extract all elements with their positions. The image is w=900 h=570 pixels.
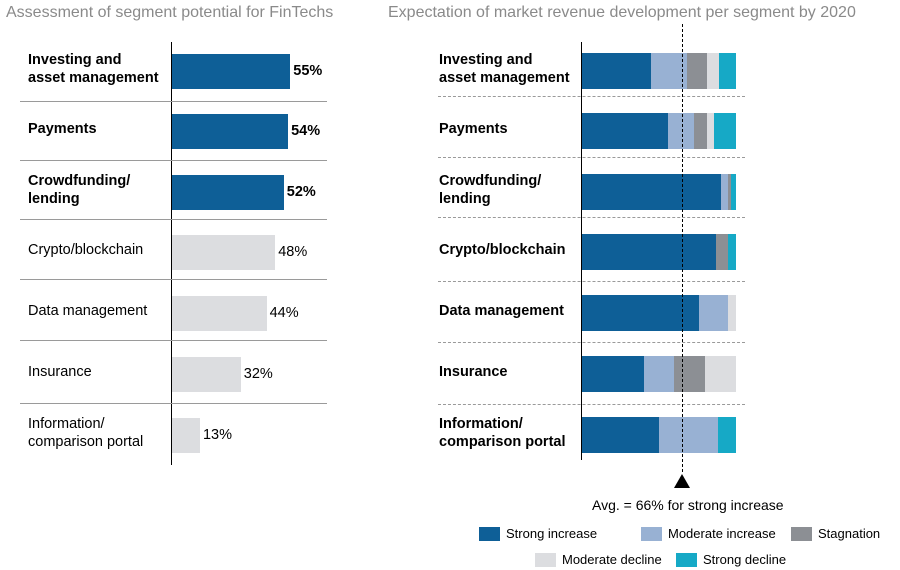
revenue-segment-bar	[706, 53, 720, 89]
revenue-segment-bar	[582, 295, 700, 331]
revenue-segment-bar	[582, 53, 652, 89]
legend-label: Moderate decline	[562, 552, 662, 567]
left-row-divider	[20, 340, 327, 341]
revenue-segment-bar	[706, 113, 715, 149]
left-row-divider	[20, 403, 327, 404]
legend-item: Moderate decline	[535, 552, 662, 567]
right-chart-title: Expectation of market revenue developmen…	[388, 4, 856, 21]
revenue-segment-bar	[582, 174, 721, 210]
revenue-segment-bar	[668, 113, 695, 149]
right-row-divider	[438, 217, 745, 218]
revenue-segment-bar	[720, 174, 729, 210]
average-label: Avg. = 66% for strong increase	[592, 497, 784, 513]
left-segment-label: Insurance	[28, 364, 92, 380]
legend-swatch	[791, 526, 812, 541]
left-chart-title: Assessment of segment potential for FinT…	[6, 4, 334, 21]
legend-label: Moderate increase	[668, 526, 776, 541]
average-line	[681, 24, 683, 472]
revenue-segment-bar	[728, 295, 736, 331]
right-row-divider	[438, 157, 745, 158]
right-segment-label: Crypto/blockchain	[439, 242, 566, 258]
revenue-segment-bar	[582, 417, 659, 453]
legend-item: Stagnation	[791, 526, 880, 541]
segment-potential-bar	[172, 234, 276, 270]
segment-potential-value: 52%	[286, 184, 316, 200]
revenue-segment-bar	[731, 174, 736, 210]
left-segment-label: Crypto/blockchain	[28, 242, 144, 258]
legend-swatch	[641, 526, 662, 541]
left-row-divider	[20, 219, 327, 220]
right-segment-label: Insurance	[439, 364, 508, 380]
revenue-segment-bar	[582, 113, 669, 149]
legend-swatch	[535, 552, 556, 567]
segment-potential-value: 44%	[269, 305, 299, 321]
revenue-segment-bar	[582, 234, 716, 270]
right-segment-label: Investing and asset management	[439, 52, 570, 86]
revenue-segment-bar	[674, 356, 706, 392]
left-segment-label: Payments	[28, 121, 97, 137]
right-chart-axis	[581, 42, 582, 460]
segment-potential-value: 13%	[202, 427, 232, 443]
segment-potential-value: 48%	[278, 244, 308, 260]
right-row-divider	[438, 404, 745, 405]
revenue-segment-bar	[705, 356, 736, 392]
segment-potential-value: 54%	[291, 123, 321, 139]
right-segment-label: Data management	[439, 303, 564, 319]
revenue-segment-bar	[719, 53, 736, 89]
legend-swatch	[676, 552, 697, 567]
segment-potential-bar	[172, 174, 284, 210]
left-chart-axis	[171, 42, 172, 465]
revenue-segment-bar	[643, 356, 675, 392]
left-segment-label: Information/comparison portal	[28, 416, 144, 450]
legend-label: Strong decline	[703, 552, 787, 567]
legend-label: Stagnation	[818, 526, 881, 541]
revenue-segment-bar	[699, 295, 729, 331]
average-triangle	[673, 474, 690, 488]
segment-potential-value: 55%	[293, 63, 323, 79]
left-segment-label: Crowdfunding/lending	[28, 173, 131, 207]
segment-potential-bar	[172, 113, 289, 149]
revenue-segment-bar	[714, 113, 736, 149]
segment-potential-value: 32%	[243, 366, 273, 382]
revenue-segment-bar	[728, 174, 732, 210]
left-segment-label: Investing and asset management	[28, 52, 159, 86]
revenue-segment-bar	[717, 417, 736, 453]
right-row-divider	[438, 281, 745, 282]
segment-potential-bar	[172, 356, 241, 392]
revenue-segment-bar	[659, 417, 718, 453]
left-row-divider	[20, 279, 327, 280]
revenue-segment-bar	[686, 53, 707, 89]
legend-item: Moderate increase	[641, 526, 776, 541]
legend-label: Strong increase	[506, 526, 598, 541]
revenue-segment-bar	[728, 234, 736, 270]
right-segment-label: Crowdfunding/lending	[439, 173, 542, 207]
left-row-divider	[20, 101, 327, 102]
right-row-divider	[438, 342, 745, 343]
left-segment-label: Data management	[28, 303, 148, 319]
segment-potential-bar	[172, 417, 200, 453]
revenue-segment-bar	[651, 53, 687, 89]
segment-potential-bar	[172, 295, 267, 331]
revenue-segment-bar	[694, 113, 707, 149]
legend-swatch	[479, 526, 500, 541]
right-segment-label: Information/comparison portal	[439, 416, 566, 450]
left-row-divider	[20, 160, 327, 161]
right-segment-label: Payments	[439, 121, 508, 137]
revenue-segment-bar	[582, 356, 644, 392]
revenue-segment-bar	[715, 234, 729, 270]
legend-item: Strong increase	[479, 526, 597, 541]
right-row-divider	[438, 96, 745, 97]
segment-potential-bar	[172, 53, 291, 89]
legend-item: Strong decline	[676, 552, 786, 567]
